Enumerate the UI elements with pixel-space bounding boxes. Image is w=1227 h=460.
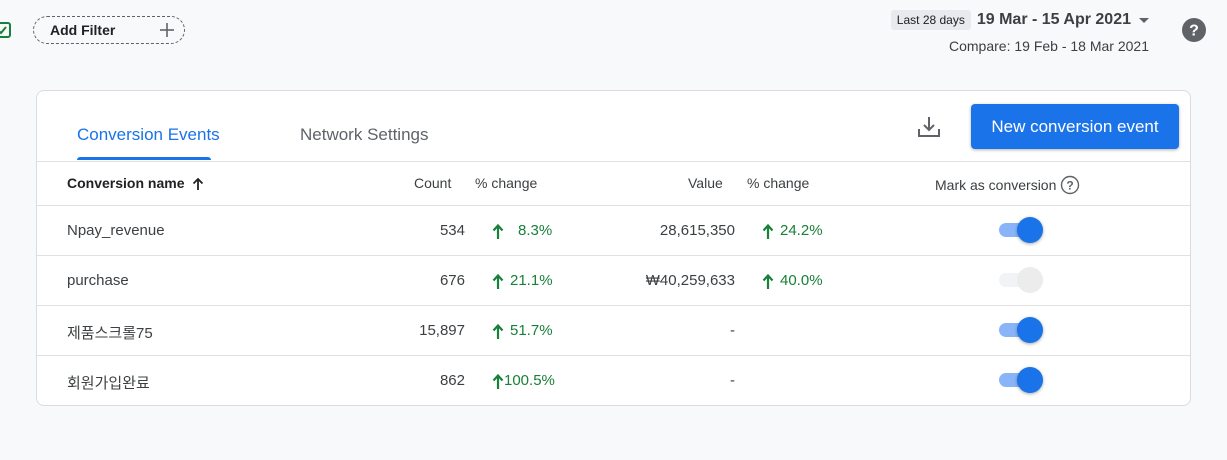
count-value: 534 bbox=[439, 222, 465, 239]
mark-as-conversion-toggle[interactable] bbox=[997, 217, 1043, 243]
table-row: purchase 676 21.1% ₩40,259,633 40.0% bbox=[37, 256, 1190, 306]
active-tab-indicator bbox=[77, 157, 211, 160]
count-change: 100.5% bbox=[492, 372, 555, 389]
toggle-knob bbox=[1017, 317, 1043, 343]
value-amount: - bbox=[730, 372, 735, 389]
arrow-up-icon bbox=[492, 373, 504, 389]
add-filter-button[interactable]: Add Filter bbox=[33, 16, 185, 44]
help-outline-icon[interactable]: ? bbox=[1060, 175, 1080, 195]
toggle-knob bbox=[1017, 367, 1043, 393]
chevron-down-icon[interactable] bbox=[1139, 17, 1149, 23]
compare-range-label: Compare: 19 Feb - 18 Mar 2021 bbox=[949, 38, 1149, 54]
conversion-name: purchase bbox=[67, 272, 129, 289]
value-amount: ₩40,259,633 bbox=[645, 272, 735, 289]
table-header: Conversion name Count % change Value % c… bbox=[37, 161, 1190, 206]
count-change: 21.1% bbox=[492, 272, 553, 289]
count-value: 15,897 bbox=[419, 322, 465, 339]
date-range-picker[interactable]: Last 28 days 19 Mar - 15 Apr 2021 Compar… bbox=[890, 10, 1159, 54]
column-header-name-label: Conversion name bbox=[67, 175, 185, 191]
count-change-value: 100.5% bbox=[504, 372, 555, 389]
download-icon[interactable] bbox=[915, 113, 943, 141]
mark-as-conversion-toggle[interactable] bbox=[997, 367, 1043, 393]
count-value: 676 bbox=[439, 272, 465, 289]
value-change-value: 40.0% bbox=[780, 272, 823, 289]
arrow-up-icon[interactable] bbox=[192, 177, 204, 191]
column-header-name[interactable]: Conversion name bbox=[67, 175, 204, 191]
column-header-value-change[interactable]: % change bbox=[747, 175, 810, 191]
value-amount: 28,615,350 bbox=[659, 222, 735, 239]
help-icon[interactable]: ? bbox=[1181, 17, 1207, 43]
date-range-label[interactable]: 19 Mar - 15 Apr 2021 bbox=[976, 11, 1131, 28]
check-tag-icon[interactable] bbox=[0, 18, 14, 40]
arrow-up-icon bbox=[762, 273, 774, 289]
conversion-name: 회원가입완료 bbox=[67, 375, 150, 392]
column-header-value[interactable]: Value bbox=[688, 175, 723, 191]
value-change: 24.2% bbox=[762, 222, 823, 239]
table-row: 회원가입완료 862 100.5% - bbox=[37, 356, 1190, 405]
arrow-up-icon bbox=[492, 323, 504, 339]
date-preset-chip: Last 28 days bbox=[890, 10, 971, 30]
mark-as-conversion-toggle[interactable] bbox=[997, 267, 1043, 293]
tab-bar: Conversion Events Network Settings New c… bbox=[37, 91, 1190, 162]
column-header-mark: Mark as conversion ? bbox=[935, 175, 1080, 195]
table-row: 제품스크롤75 15,897 51.7% - bbox=[37, 306, 1190, 356]
column-header-mark-label: Mark as conversion bbox=[935, 177, 1057, 193]
tab-network-settings[interactable]: Network Settings bbox=[300, 125, 429, 144]
conversion-name: Npay_revenue bbox=[67, 222, 165, 239]
count-change: 51.7% bbox=[492, 322, 553, 339]
arrow-up-icon bbox=[492, 223, 504, 239]
conversion-name: 제품스크롤75 bbox=[67, 325, 153, 342]
count-value: 862 bbox=[439, 372, 465, 389]
table-row: Npay_revenue 534 8.3% 28,615,350 24.2% bbox=[37, 206, 1190, 256]
count-change: 8.3% bbox=[492, 222, 552, 239]
tab-conversion-events[interactable]: Conversion Events bbox=[77, 125, 220, 144]
toggle-knob bbox=[1017, 267, 1043, 293]
column-header-count-change[interactable]: % change bbox=[475, 175, 538, 191]
mark-as-conversion-toggle[interactable] bbox=[997, 317, 1043, 343]
conversion-events-card: Conversion Events Network Settings New c… bbox=[36, 90, 1191, 406]
svg-text:?: ? bbox=[1067, 179, 1074, 193]
count-change-value: 21.1% bbox=[510, 272, 553, 289]
arrow-up-icon bbox=[492, 273, 504, 289]
column-header-count[interactable]: Count bbox=[414, 175, 452, 191]
new-conversion-event-button[interactable]: New conversion event bbox=[971, 104, 1179, 149]
plus-icon bbox=[160, 23, 174, 37]
count-change-value: 8.3% bbox=[518, 222, 553, 239]
arrow-up-icon bbox=[762, 223, 774, 239]
value-change-value: 24.2% bbox=[780, 222, 823, 239]
svg-text:?: ? bbox=[1189, 23, 1199, 40]
add-filter-label: Add Filter bbox=[50, 22, 116, 38]
toggle-knob bbox=[1017, 217, 1043, 243]
value-amount: - bbox=[730, 322, 735, 339]
count-change-value: 51.7% bbox=[510, 322, 553, 339]
value-change: 40.0% bbox=[762, 272, 823, 289]
